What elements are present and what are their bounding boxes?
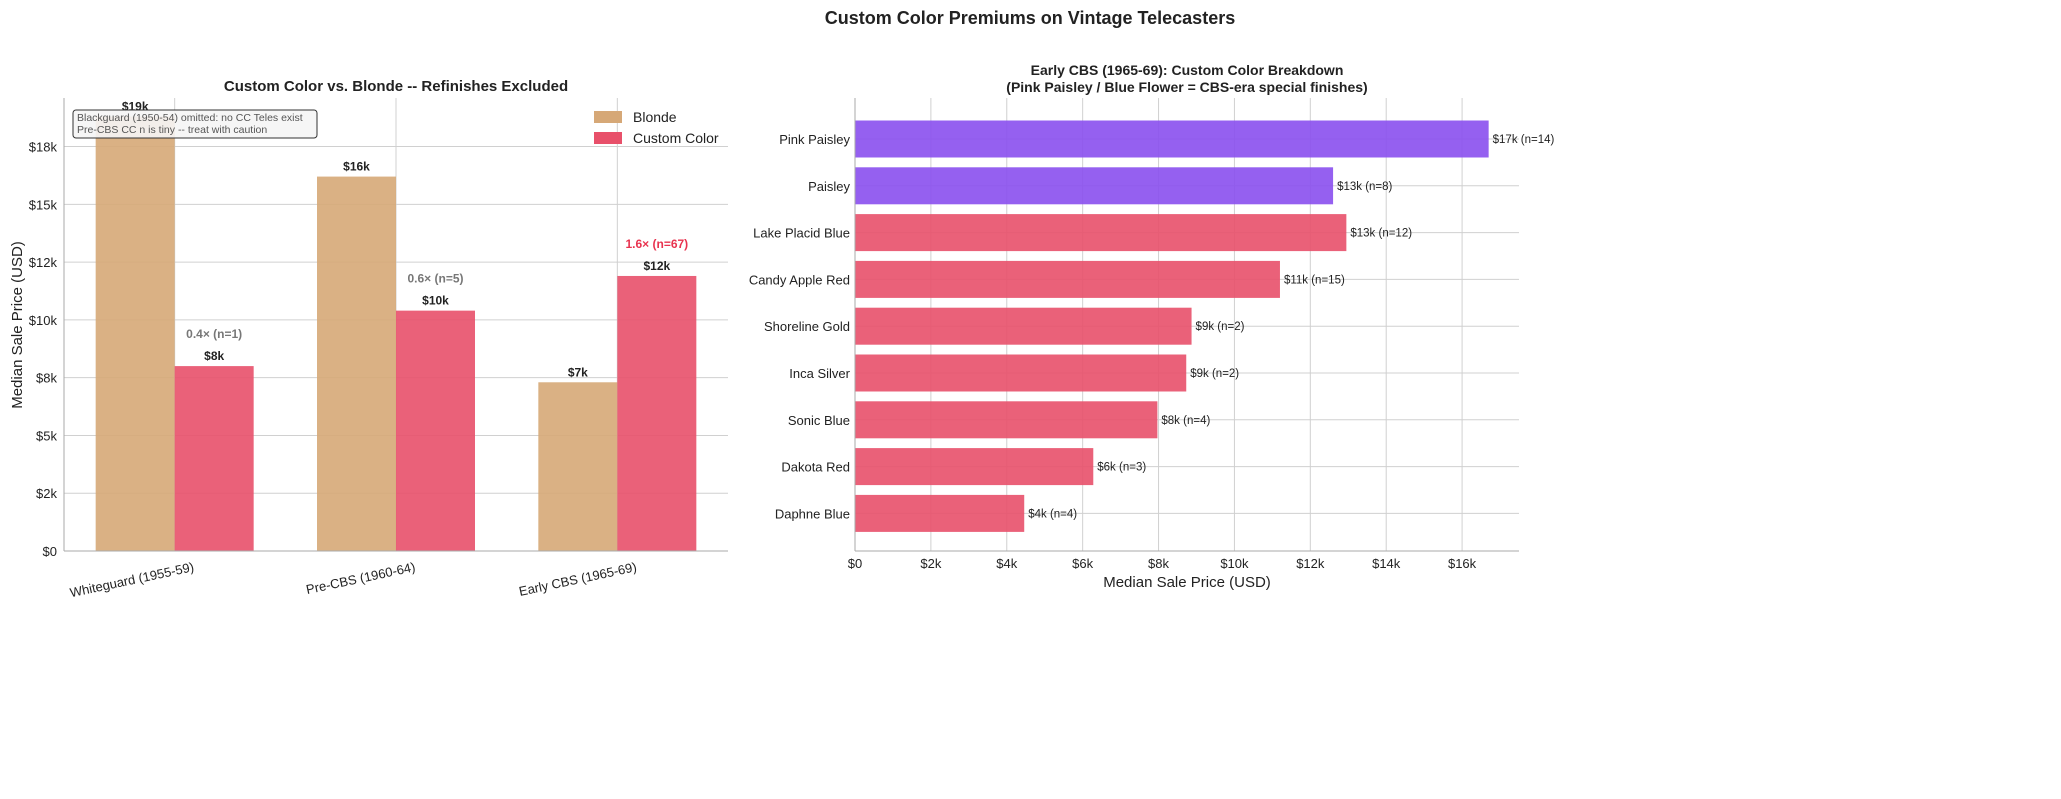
bar-value-label: $9k (n=2) [1196, 321, 1245, 333]
legend-label: Custom Color [633, 130, 719, 146]
legend-label: Blonde [633, 109, 677, 125]
x-tick-label: $6k [1072, 556, 1093, 571]
x-tick-label: $8k [1148, 556, 1169, 571]
ratio-label: 0.4× (n=1) [186, 327, 242, 341]
x-tick-label: $14k [1372, 556, 1401, 571]
right-x-axis-label: Median Sale Price (USD) [1103, 574, 1271, 591]
x-tick-label: $16k [1448, 556, 1477, 571]
bar-inca-silver [855, 354, 1187, 392]
bar-lake-placid-blue [855, 214, 1347, 252]
annotation-text: Blackguard (1950-54) omitted: no CC Tele… [77, 112, 303, 124]
x-tick-label: Whiteguard (1955-59) [68, 559, 195, 600]
y-tick-label: Lake Placid Blue [753, 226, 850, 241]
bar-value-label: $12k [643, 259, 670, 273]
right-chart-title: Early CBS (1965-69): Custom Color Breakd… [1031, 62, 1344, 78]
bar-custom-color [396, 310, 475, 551]
y-tick-label: $0 [43, 544, 57, 559]
bar-value-label: $9k (n=2) [1190, 368, 1239, 380]
bar-pink-paisley [855, 120, 1489, 158]
y-tick-label: Pink Paisley [779, 132, 850, 147]
bar-value-label: $4k (n=4) [1028, 508, 1077, 520]
y-tick-label: Sonic Blue [788, 413, 850, 428]
annotation-text: Pre-CBS CC n is tiny -- treat with cauti… [77, 124, 267, 136]
annotation-box [72, 109, 318, 139]
right-chart-subtitle: (Pink Paisley / Blue Flower = CBS-era sp… [1006, 79, 1367, 95]
bar-value-label: $13k (n=12) [1350, 228, 1412, 240]
ratio-label: 1.6× (n=67) [625, 237, 688, 251]
y-tick-label: $18k [29, 140, 58, 155]
bar-shoreline-gold [855, 307, 1192, 345]
legend-swatch-blonde [594, 111, 622, 123]
bar-value-label: $10k [422, 294, 449, 308]
bar-value-label: $17k (n=14) [1493, 134, 1555, 146]
left-chart-title: Custom Color vs. Blonde -- Refinishes Ex… [224, 78, 568, 95]
y-tick-label: $15k [29, 197, 58, 212]
y-tick-label: $10k [29, 313, 58, 328]
bar-candy-apple-red [855, 260, 1280, 298]
bar-value-label: $7k [568, 365, 588, 379]
bar-value-label: $16k [343, 160, 370, 174]
x-tick-label: $0 [848, 556, 862, 571]
y-tick-label: $2k [36, 486, 57, 501]
bar-sonic-blue [855, 401, 1158, 439]
x-tick-label: $4k [996, 556, 1017, 571]
y-tick-label: Paisley [808, 179, 850, 194]
y-tick-label: Dakota Red [781, 460, 850, 475]
x-tick-label: Early CBS (1965-69) [518, 559, 638, 599]
figure-title: Custom Color Premiums on Vintage Telecas… [825, 8, 1235, 28]
bar-custom-color [174, 366, 254, 551]
y-tick-label: Daphne Blue [775, 506, 850, 521]
y-tick-label: $12k [29, 255, 58, 270]
x-tick-label: $10k [1220, 556, 1249, 571]
y-tick-label: Inca Silver [789, 366, 850, 381]
bar-blonde [95, 116, 175, 551]
x-tick-label: Pre-CBS (1960-64) [305, 559, 417, 597]
x-tick-label: $12k [1296, 556, 1325, 571]
bar-paisley [855, 167, 1334, 205]
bar-value-label: $6k (n=3) [1097, 462, 1146, 474]
bar-value-label: $13k (n=8) [1337, 181, 1392, 193]
bar-daphne-blue [855, 494, 1025, 532]
bar-value-label: $8k (n=4) [1161, 415, 1210, 427]
bar-blonde [317, 176, 396, 551]
y-tick-label: Candy Apple Red [749, 272, 850, 287]
bar-custom-color [617, 275, 697, 551]
left-y-axis-label: Median Sale Price (USD) [9, 241, 26, 409]
x-tick-label: $2k [920, 556, 941, 571]
bar-value-label: $8k [204, 349, 224, 363]
y-tick-label: Shoreline Gold [764, 319, 850, 334]
y-tick-label: $8k [36, 371, 57, 386]
y-tick-label: $5k [36, 428, 57, 443]
legend-swatch-custom-color [594, 132, 622, 144]
bar-dakota-red [855, 448, 1094, 486]
bar-value-label: $11k (n=15) [1284, 274, 1345, 286]
ratio-label: 0.6× (n=5) [407, 272, 463, 286]
bar-blonde [538, 382, 618, 551]
